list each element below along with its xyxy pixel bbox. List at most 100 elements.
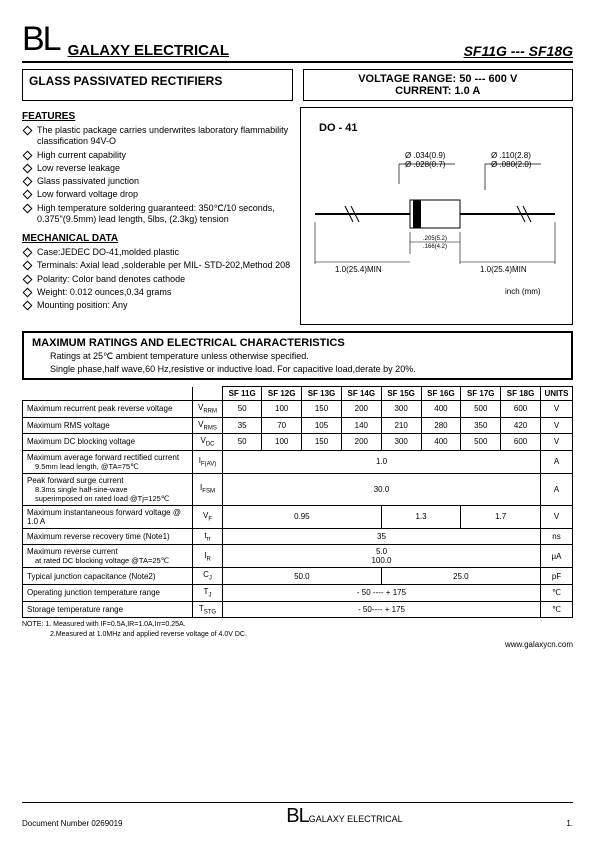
table-row: Maximum reverse currentat rated DC block… bbox=[23, 545, 573, 568]
feature-text: High current capability bbox=[37, 150, 126, 161]
row-symbol: IFSM bbox=[193, 473, 223, 505]
row-symbol: VRMS bbox=[193, 417, 223, 434]
mechanical-heading: MECHANICAL DATA bbox=[22, 233, 292, 244]
cell-value: 420 bbox=[501, 417, 541, 434]
bullet-icon bbox=[23, 150, 33, 160]
row-label: Maximum recurrent peak reverse voltage bbox=[23, 401, 193, 418]
doc-number: Document Number 0269019 bbox=[22, 819, 123, 828]
mechanical-text: Case:JEDEC DO-41,molded plastic bbox=[37, 247, 179, 258]
cell-value: 105 bbox=[302, 417, 342, 434]
dim-body-dia: Ø .110(2.8) bbox=[491, 151, 531, 160]
features-heading: FEATURES bbox=[22, 111, 292, 122]
feature-text: The plastic package carries underwrites … bbox=[37, 125, 292, 148]
spec-summary: VOLTAGE RANGE: 50 --- 600 V CURRENT: 1.0… bbox=[303, 69, 574, 101]
cell-value-dual: 5.0100.0 bbox=[223, 545, 541, 568]
cell-value-span: - 50 ---- + 175 bbox=[223, 584, 541, 601]
table-row: Typical junction capacitance (Note2)CJ50… bbox=[23, 568, 573, 585]
cell-unit: V bbox=[541, 505, 573, 528]
cell-value: 200 bbox=[341, 434, 381, 451]
table-row: Maximum DC blocking voltageVDC5010015020… bbox=[23, 434, 573, 451]
note-2: 2.Measured at 1.0MHz and applied reverse… bbox=[50, 631, 573, 638]
cell-value: 50 bbox=[223, 401, 262, 418]
row-symbol: TSTG bbox=[193, 601, 223, 618]
feature-item: Glass passivated junction bbox=[22, 176, 292, 187]
feature-item: Low reverse leakage bbox=[22, 163, 292, 174]
table-row: Maximum recurrent peak reverse voltageVR… bbox=[23, 401, 573, 418]
cell-value: 350 bbox=[461, 417, 501, 434]
cell-unit: V bbox=[541, 434, 573, 451]
feature-text: Low reverse leakage bbox=[37, 163, 120, 174]
mechanical-text: Mounting position: Any bbox=[37, 300, 128, 311]
cell-value: 70 bbox=[262, 417, 302, 434]
cell-value: 150 bbox=[302, 401, 342, 418]
features-column: FEATURES The plastic package carries und… bbox=[22, 107, 292, 325]
cell-unit: ℃ bbox=[541, 601, 573, 618]
row-label: Storage temperature range bbox=[23, 601, 193, 618]
max-ratings-sub1: Ratings at 25℃ ambient temperature unles… bbox=[50, 351, 563, 362]
dim-unit: inch (mm) bbox=[505, 287, 541, 296]
cell-unit: μA bbox=[541, 545, 573, 568]
row-symbol: VF bbox=[193, 505, 223, 528]
cell-value: 400 bbox=[421, 434, 461, 451]
cell-value: 280 bbox=[421, 417, 461, 434]
col-sf11g: SF 11G bbox=[223, 387, 262, 401]
content-row: FEATURES The plastic package carries und… bbox=[22, 107, 573, 325]
header: BL GALAXY ELECTRICAL SF11G --- SF18G bbox=[22, 20, 573, 63]
mechanical-text: Polarity: Color band denotes cathode bbox=[37, 274, 185, 285]
cell-unit: pF bbox=[541, 568, 573, 585]
bullet-icon bbox=[23, 274, 33, 284]
bullet-icon bbox=[23, 248, 33, 258]
cell-value: 500 bbox=[461, 434, 501, 451]
feature-text: Low forward voltage drop bbox=[37, 189, 138, 200]
mechanical-item: Polarity: Color band denotes cathode bbox=[22, 274, 292, 285]
logo: BL bbox=[22, 20, 60, 59]
col-units: UNITS bbox=[541, 387, 573, 401]
do41-drawing: Ø .034(0.9) Ø .028(0.7) Ø .110(2.8) Ø .0… bbox=[305, 114, 565, 314]
row-label: Peak forward surge current8.3ms single h… bbox=[23, 473, 193, 505]
row-symbol: TJ bbox=[193, 584, 223, 601]
bullet-icon bbox=[23, 261, 33, 271]
dim-body-len-b: .166(4.2) bbox=[423, 244, 447, 250]
table-row: Operating junction temperature rangeTJ- … bbox=[23, 584, 573, 601]
product-title: GLASS PASSIVATED RECTIFIERS bbox=[22, 69, 293, 101]
cell-value-group: 0.95 bbox=[223, 505, 382, 528]
cell-value: 35 bbox=[223, 417, 262, 434]
mechanical-text: Terminals: Axial lead ,solderable per MI… bbox=[37, 260, 290, 271]
dim-body-len-a: .205(5.2) bbox=[423, 236, 447, 242]
bullet-icon bbox=[23, 203, 33, 213]
spec-table: SF 11G SF 12G SF 13G SF 14G SF 15G SF 16… bbox=[22, 386, 573, 618]
cell-value-group: 1.7 bbox=[461, 505, 541, 528]
col-sf12g: SF 12G bbox=[262, 387, 302, 401]
row-label: Maximum average forward rectified curren… bbox=[23, 450, 193, 473]
footer-logo: BL bbox=[286, 805, 308, 827]
dim-lead-dia: Ø .034(0.9) bbox=[405, 151, 446, 160]
dim-lead-len-r: 1.0(25.4)MIN bbox=[480, 265, 527, 274]
table-row: Maximum reverse recovery time (Note1)trr… bbox=[23, 528, 573, 545]
mechanical-text: Weight: 0.012 ounces,0.34 grams bbox=[37, 287, 171, 298]
table-row: Maximum RMS voltageVRMS35701051402102803… bbox=[23, 417, 573, 434]
cell-value: 400 bbox=[421, 401, 461, 418]
bullet-icon bbox=[23, 163, 33, 173]
footer-company: GALAXY ELECTRICAL bbox=[309, 814, 403, 824]
row-symbol: VRRM bbox=[193, 401, 223, 418]
cell-unit: ns bbox=[541, 528, 573, 545]
row-label: Maximum DC blocking voltage bbox=[23, 434, 193, 451]
title-row: GLASS PASSIVATED RECTIFIERS VOLTAGE RANG… bbox=[22, 69, 573, 101]
row-symbol: VDC bbox=[193, 434, 223, 451]
row-label: Maximum instantaneous forward voltage @ … bbox=[23, 505, 193, 528]
table-row: Storage temperature rangeTSTG- 50---- + … bbox=[23, 601, 573, 618]
bullet-icon bbox=[23, 190, 33, 200]
feature-text: High temperature soldering guaranteed: 3… bbox=[37, 203, 292, 226]
cell-unit: ℃ bbox=[541, 584, 573, 601]
table-row: Peak forward surge current8.3ms single h… bbox=[23, 473, 573, 505]
cell-value: 600 bbox=[501, 434, 541, 451]
col-sf17g: SF 17G bbox=[461, 387, 501, 401]
max-ratings-box: MAXIMUM RATINGS AND ELECTRICAL CHARACTER… bbox=[22, 331, 573, 380]
cell-value: 50 bbox=[223, 434, 262, 451]
cell-value-group: 1.3 bbox=[381, 505, 461, 528]
note-1: NOTE: 1. Measured with IF=0.5A,IR=1.0A,I… bbox=[22, 621, 573, 628]
col-sf14g: SF 14G bbox=[341, 387, 381, 401]
cell-unit: V bbox=[541, 417, 573, 434]
feature-item: The plastic package carries underwrites … bbox=[22, 125, 292, 148]
cell-value-group: 25.0 bbox=[381, 568, 540, 585]
